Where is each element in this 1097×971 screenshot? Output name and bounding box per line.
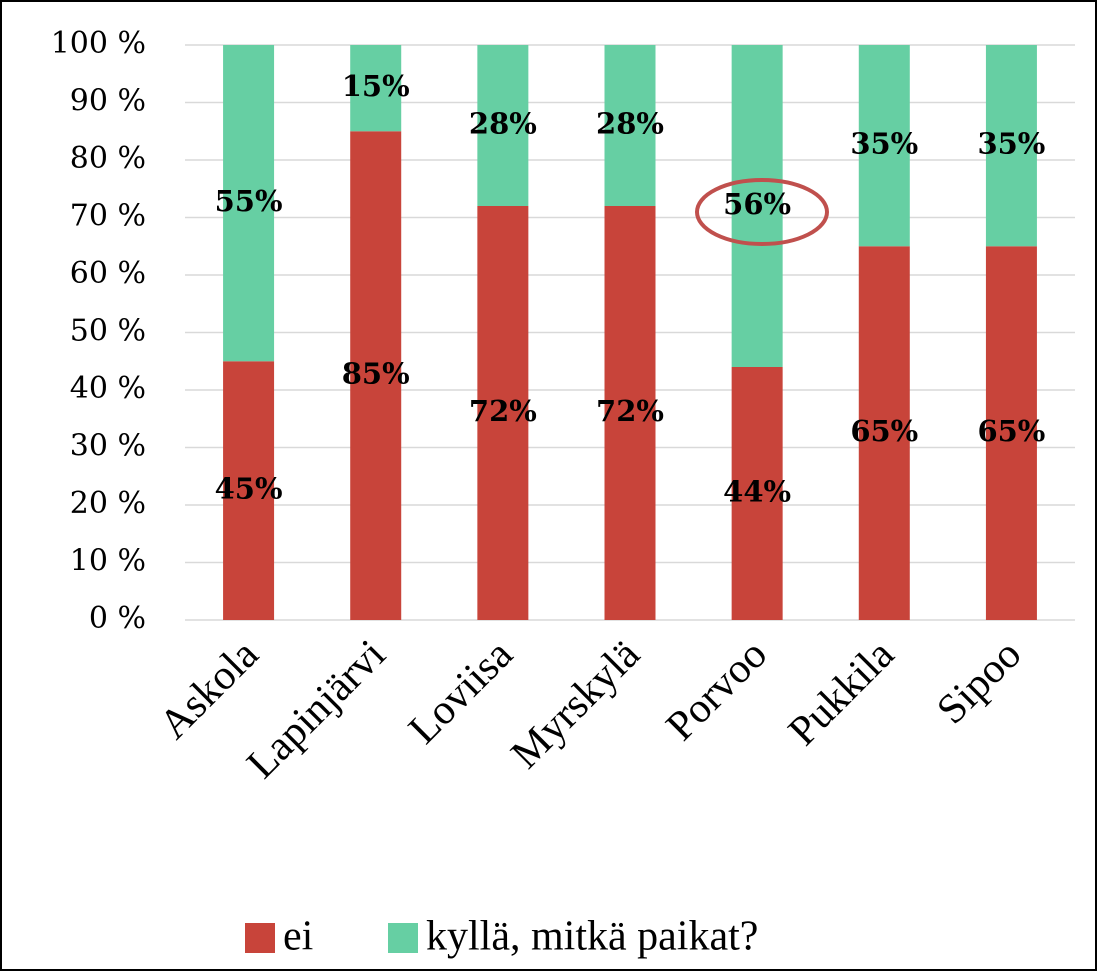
bar-segment (477, 206, 529, 620)
bar-segment (223, 45, 275, 362)
legend-label: ei (283, 914, 313, 960)
data-label: 85% (342, 357, 410, 391)
data-label: 35% (850, 127, 918, 161)
y-tick-label: 100 % (51, 26, 146, 61)
bar-segment (731, 45, 783, 367)
data-label: 56% (723, 187, 791, 221)
y-tick-label: 80 % (70, 141, 146, 176)
data-label: 45% (215, 472, 283, 506)
bars (223, 45, 1037, 620)
y-tick-label: 70 % (70, 199, 146, 234)
data-label: 28% (469, 107, 537, 141)
data-label: 55% (215, 184, 283, 218)
y-tick-label: 0 % (89, 601, 146, 636)
bar-segment (731, 367, 783, 620)
bar-segment (985, 45, 1037, 247)
data-label: 28% (596, 107, 664, 141)
y-tick-label: 60 % (70, 256, 146, 291)
data-label: 72% (596, 394, 664, 428)
legend-swatch (245, 923, 275, 953)
bar-segment (477, 45, 529, 206)
bar-segment (223, 361, 275, 620)
data-label: 65% (977, 414, 1045, 448)
data-label: 44% (723, 475, 791, 509)
bar-segment (604, 45, 656, 206)
bar-segment (350, 45, 402, 132)
bar-segment (985, 246, 1037, 620)
y-tick-label: 40 % (70, 371, 146, 406)
data-label: 65% (850, 414, 918, 448)
y-tick-label: 90 % (70, 84, 146, 119)
y-tick-label: 50 % (70, 314, 146, 349)
bar-segment (350, 131, 402, 620)
bar-segment (858, 246, 910, 620)
data-label: 72% (469, 394, 537, 428)
y-tick-label: 10 % (70, 544, 146, 579)
highlight-ellipse (695, 178, 829, 246)
data-label: 15% (342, 69, 410, 103)
bar-segment (858, 45, 910, 247)
y-tick-label: 20 % (70, 486, 146, 521)
legend-swatch (388, 923, 418, 953)
y-tick-label: 30 % (70, 429, 146, 464)
legend-label: kyllä, mitkä paikat? (426, 914, 758, 960)
data-label: 35% (977, 127, 1045, 161)
bar-segment (604, 206, 656, 620)
